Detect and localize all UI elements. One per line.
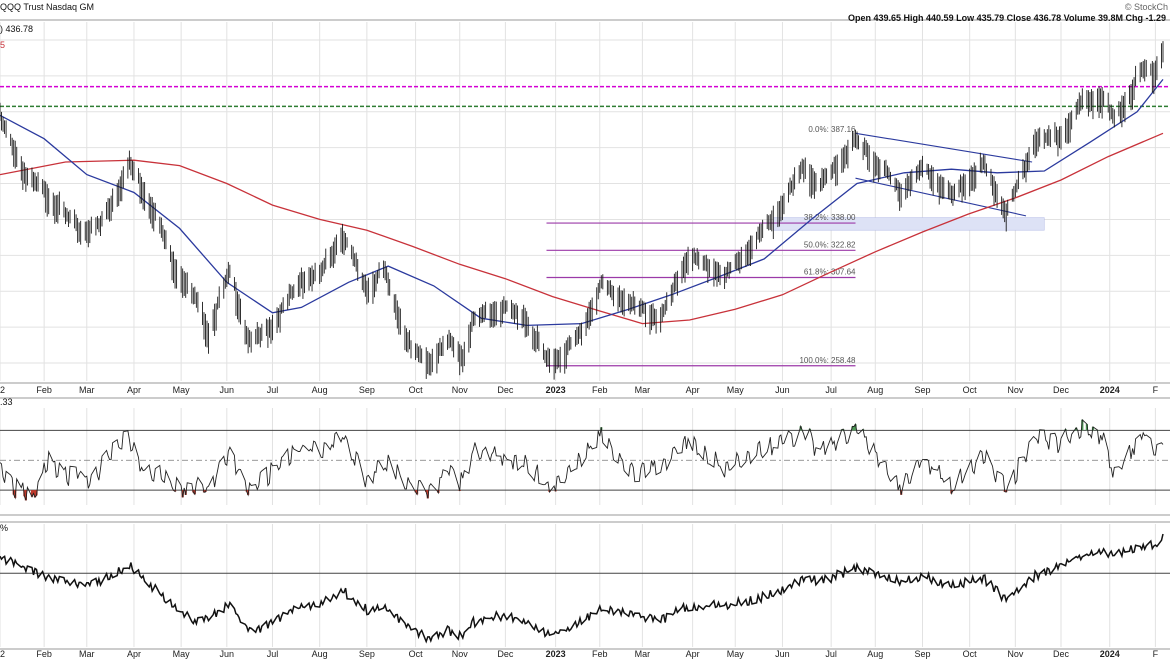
x-tick-label: Jul (267, 649, 279, 659)
x-tick-label: 2 (0, 385, 5, 395)
x-tick-label: Sep (914, 385, 930, 395)
rsi-line (0, 418, 1164, 501)
x-tick-label: Aug (867, 385, 883, 395)
x-tick-label: Apr (686, 649, 700, 659)
x-tick-label: Aug (312, 649, 328, 659)
x-tick-label: Oct (963, 385, 978, 395)
price-series (0, 41, 1164, 380)
ohlc-readout: Open 439.65 High 440.59 Low 435.79 Close… (848, 13, 1166, 23)
rsi-panel-label: .33 (0, 397, 13, 407)
x-tick-label: Oct (409, 385, 424, 395)
x-tick-label: Nov (452, 649, 469, 659)
x-tick-label: F (1153, 649, 1159, 659)
x-tick-label: Apr (686, 385, 700, 395)
x-tick-label: May (173, 385, 191, 395)
x-tick-label: Dec (1053, 649, 1070, 659)
x-tick-label: Nov (1007, 385, 1024, 395)
rsi-oversold-fill (12, 490, 1008, 501)
x-tick-label: Jun (220, 649, 235, 659)
panel-frames (0, 19, 1170, 650)
ma50-line (0, 78, 1164, 327)
x-tick-label: Jun (775, 385, 790, 395)
x-tick-label: F (1153, 385, 1159, 395)
brand-watermark: © StockCh (1124, 2, 1168, 12)
channel-line (855, 132, 1033, 163)
x-tick-label: Feb (36, 649, 52, 659)
x-tick-label: Mar (79, 385, 95, 395)
x-tick-label: Nov (452, 385, 469, 395)
rsi-panel (0, 418, 1170, 501)
x-tick-label: Oct (409, 649, 424, 659)
x-tick-label: Sep (359, 649, 375, 659)
fib-level-label: 50.0%: 322.82 (804, 240, 856, 249)
x-tick-label: Sep (914, 649, 930, 659)
x-tick-label: Dec (497, 649, 514, 659)
x-tick-label: Nov (1007, 649, 1024, 659)
x-axis-labels: 2 2 Feb Feb Mar Mar Apr Apr May May Jun Jun Jul Jul Au… (0, 385, 1159, 659)
x-tick-label: 2024 (1100, 385, 1120, 395)
chart-title: QQQ Trust Nasdaq GM (0, 2, 95, 12)
x-tick-label: 2 (0, 649, 5, 659)
fib-level-label: 100.0%: 258.48 (799, 356, 856, 365)
percent-panel (0, 533, 1170, 644)
last-price-label: ) 436.78 (0, 24, 34, 34)
rsi-overbought-fill (600, 419, 1099, 431)
x-tick-label: Feb (36, 385, 52, 395)
x-tick-label: Apr (127, 649, 141, 659)
x-tick-label: Oct (963, 649, 978, 659)
pct-line (0, 533, 1164, 644)
gridlines (0, 22, 1170, 647)
x-tick-label: Apr (127, 385, 141, 395)
percent-panel-label: % (0, 523, 9, 533)
fib-level-label: 0.0%: 387.16 (808, 125, 856, 134)
x-tick-label: 2023 (546, 649, 566, 659)
x-tick-label: May (727, 649, 745, 659)
x-tick-label: Jul (267, 385, 279, 395)
x-tick-label: Feb (592, 385, 608, 395)
x-tick-label: May (173, 649, 191, 659)
x-tick-label: Dec (1053, 385, 1070, 395)
ma200-line (0, 132, 1164, 325)
x-tick-label: Feb (592, 649, 608, 659)
x-tick-label: Sep (359, 385, 375, 395)
x-tick-label: Aug (312, 385, 328, 395)
x-tick-label: Jul (825, 385, 837, 395)
x-tick-label: Mar (635, 385, 651, 395)
x-tick-label: Jun (220, 385, 235, 395)
x-tick-label: Jun (775, 649, 790, 659)
fib-level-label: 38.2%: 338.00 (804, 213, 856, 222)
x-tick-label: Aug (867, 649, 883, 659)
x-tick-label: 2024 (1100, 649, 1120, 659)
x-tick-label: May (727, 385, 745, 395)
x-tick-label: 2023 (546, 385, 566, 395)
x-tick-label: Dec (497, 385, 514, 395)
x-tick-label: Mar (79, 649, 95, 659)
x-tick-label: Mar (635, 649, 651, 659)
ma-legend-fragment: 5 (0, 40, 6, 50)
x-tick-label: Jul (825, 649, 837, 659)
